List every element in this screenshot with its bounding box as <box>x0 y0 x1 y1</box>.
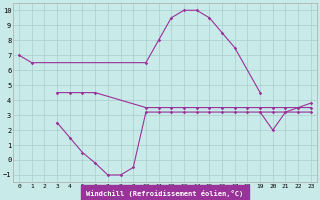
X-axis label: Windchill (Refroidissement éolien,°C): Windchill (Refroidissement éolien,°C) <box>86 190 244 197</box>
